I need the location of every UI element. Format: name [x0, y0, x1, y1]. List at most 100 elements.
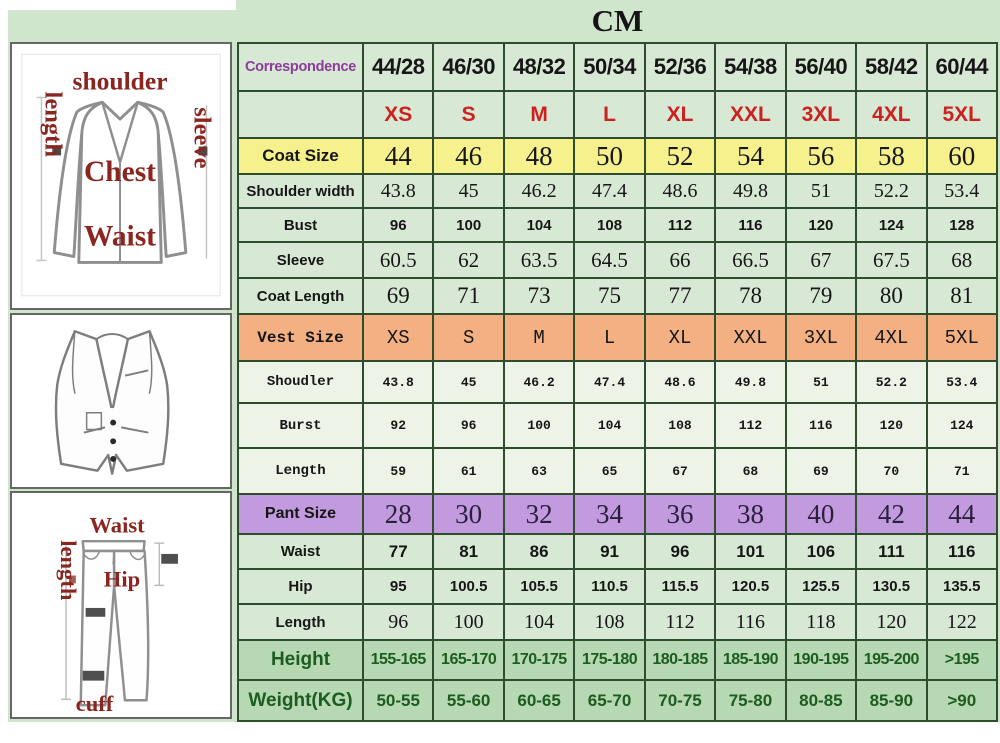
data-cell: M — [504, 315, 576, 362]
data-cell: 112 — [645, 605, 717, 641]
annotation-mark-left — [52, 146, 62, 156]
data-cell: 116 — [786, 404, 858, 449]
data-cell: 59 — [364, 449, 435, 495]
data-cell: 100 — [434, 605, 505, 641]
data-cell: 70 — [857, 449, 928, 495]
data-cell: 67 — [786, 243, 858, 279]
jacket-illustration: shoulder length sleeve Chest Waist — [10, 42, 232, 310]
data-cell: 116 — [927, 535, 998, 570]
data-cell: >90 — [927, 681, 998, 722]
data-cell: 46.2 — [504, 362, 576, 404]
data-cell: 81 — [927, 279, 998, 315]
data-cell: 92 — [364, 404, 435, 449]
jacket-chest-label: Chest — [84, 156, 156, 188]
page-title: CM — [591, 3, 644, 38]
data-cell: 45 — [434, 362, 505, 404]
data-cell: 130.5 — [857, 570, 928, 605]
correspondence-cell: 56/40 — [786, 44, 858, 92]
data-cell: 175-180 — [575, 641, 646, 681]
data-cell: 43.8 — [364, 362, 435, 404]
data-cell: 38 — [716, 495, 787, 535]
data-cell: 80-85 — [786, 681, 858, 722]
data-cell: 32 — [504, 495, 576, 535]
data-cell: 70-75 — [645, 681, 717, 722]
size-row-empty-label — [239, 92, 364, 139]
data-cell: 42 — [857, 495, 928, 535]
pants-sketch: Waist length Hip cuff — [56, 512, 178, 716]
data-cell: 54 — [716, 139, 787, 175]
size-cell: 4XL — [857, 92, 928, 139]
size-cell: 5XL — [927, 92, 998, 139]
data-cell: 190-195 — [786, 641, 858, 681]
correspondence-cell: 46/30 — [434, 44, 505, 92]
jacket-shoulder-label: shoulder — [73, 67, 168, 96]
data-cell: >195 — [927, 641, 998, 681]
data-cell: 108 — [645, 404, 717, 449]
data-cell: 112 — [645, 209, 717, 243]
pants-cuff-label: cuff — [76, 691, 114, 716]
data-cell: 108 — [575, 209, 646, 243]
data-cell: 71 — [927, 449, 998, 495]
data-cell: 118 — [786, 605, 858, 641]
data-cell: 43.8 — [364, 175, 435, 209]
data-cell: 86 — [504, 535, 576, 570]
data-cell: 63.5 — [504, 243, 576, 279]
row-label: Length — [239, 449, 364, 495]
row-label: Height — [239, 641, 364, 681]
data-cell: 104 — [575, 404, 646, 449]
data-cell: 124 — [927, 404, 998, 449]
data-cell: 185-190 — [716, 641, 787, 681]
data-cell: 56 — [786, 139, 858, 175]
data-cell: 66.5 — [716, 243, 787, 279]
data-cell: XS — [364, 315, 435, 362]
data-cell: 49.8 — [716, 362, 787, 404]
correspondence-cell: 48/32 — [504, 44, 576, 92]
data-cell: 155-165 — [364, 641, 435, 681]
data-cell: 28 — [364, 495, 435, 535]
data-cell: 120 — [786, 209, 858, 243]
data-cell: 111 — [857, 535, 928, 570]
correspondence-cell: 50/34 — [575, 44, 646, 92]
data-cell: 44 — [927, 495, 998, 535]
data-cell: 50-55 — [364, 681, 435, 722]
correspondence-cell: 44/28 — [364, 44, 435, 92]
correspondence-label: Correspondence — [239, 44, 364, 92]
correspondence-cell: 54/38 — [716, 44, 787, 92]
data-cell: 91 — [575, 535, 646, 570]
data-cell: 75 — [575, 279, 646, 315]
data-cell: 120 — [857, 605, 928, 641]
data-cell: 48 — [504, 139, 576, 175]
data-cell: 55-60 — [434, 681, 505, 722]
data-cell: S — [434, 315, 505, 362]
data-cell: 75-80 — [716, 681, 787, 722]
jacket-waist-label: Waist — [84, 221, 156, 253]
pants-outline — [79, 539, 150, 707]
row-label: Shoulder width — [239, 175, 364, 209]
row-label: Pant Size — [239, 495, 364, 535]
row-label: Coat Length — [239, 279, 364, 315]
data-cell: 36 — [645, 495, 717, 535]
data-cell: 58 — [857, 139, 928, 175]
data-cell: 165-170 — [434, 641, 505, 681]
data-cell: 170-175 — [504, 641, 576, 681]
row-label: Waist — [239, 535, 364, 570]
data-cell: 105.5 — [504, 570, 576, 605]
data-cell: 67 — [645, 449, 717, 495]
data-cell: 52.2 — [857, 362, 928, 404]
data-cell: 66 — [645, 243, 717, 279]
data-cell: 95 — [364, 570, 435, 605]
data-cell: 48.6 — [645, 362, 717, 404]
pants-measure-lines — [61, 542, 165, 701]
data-cell: 60-65 — [504, 681, 576, 722]
data-cell: 195-200 — [857, 641, 928, 681]
data-cell: 120.5 — [716, 570, 787, 605]
data-cell: 34 — [575, 495, 646, 535]
data-cell: 40 — [786, 495, 858, 535]
data-cell: 64.5 — [575, 243, 646, 279]
data-cell: 128 — [927, 209, 998, 243]
data-cell: L — [575, 315, 646, 362]
size-cell: 3XL — [786, 92, 858, 139]
size-table: Correspondence 44/28 46/30 48/32 50/34 52/36 5… — [237, 42, 998, 722]
data-cell: 101 — [716, 535, 787, 570]
